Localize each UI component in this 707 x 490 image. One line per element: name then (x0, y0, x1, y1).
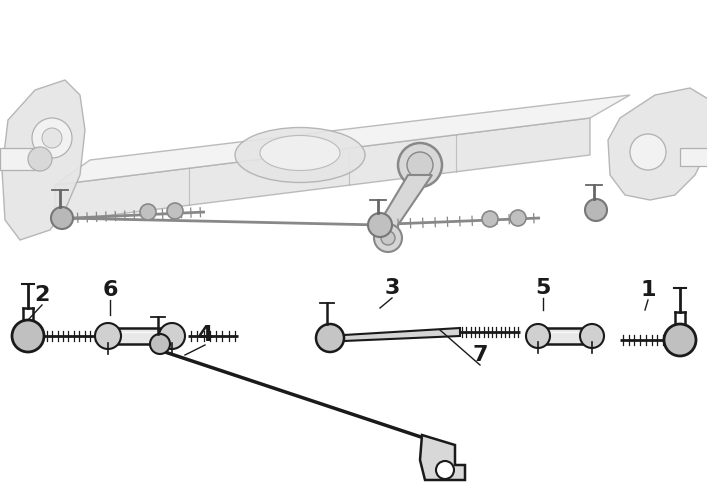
Polygon shape (55, 118, 590, 222)
Bar (535, 328, 595, 344)
Circle shape (407, 152, 433, 178)
Circle shape (95, 323, 121, 349)
Polygon shape (378, 175, 432, 240)
Bar (680, 148, 707, 166)
Circle shape (580, 324, 604, 348)
Circle shape (32, 118, 72, 158)
Text: 3: 3 (385, 278, 399, 298)
Circle shape (28, 147, 52, 171)
Bar (0, 148, 40, 170)
Text: 5: 5 (535, 278, 551, 298)
Circle shape (436, 461, 454, 479)
Circle shape (398, 143, 442, 187)
Circle shape (51, 207, 73, 229)
Circle shape (167, 203, 183, 219)
Circle shape (368, 213, 392, 237)
Circle shape (526, 324, 550, 348)
Circle shape (585, 199, 607, 221)
Ellipse shape (235, 127, 365, 182)
Polygon shape (55, 95, 630, 185)
Circle shape (510, 210, 526, 226)
Bar (105, 328, 175, 344)
Circle shape (140, 204, 156, 220)
Text: 6: 6 (103, 280, 118, 300)
Circle shape (12, 320, 44, 352)
Circle shape (150, 334, 170, 354)
Text: 4: 4 (197, 325, 213, 345)
Circle shape (630, 134, 666, 170)
Circle shape (381, 231, 395, 245)
Polygon shape (2, 80, 85, 240)
Polygon shape (344, 328, 460, 341)
Circle shape (482, 211, 498, 227)
Polygon shape (420, 435, 465, 480)
Circle shape (374, 224, 402, 252)
Polygon shape (608, 88, 707, 200)
Text: 7: 7 (472, 345, 488, 365)
Text: 1: 1 (641, 280, 656, 300)
Circle shape (664, 324, 696, 356)
Circle shape (42, 128, 62, 148)
Circle shape (316, 324, 344, 352)
Ellipse shape (260, 136, 340, 171)
Circle shape (159, 323, 185, 349)
Text: 2: 2 (35, 285, 49, 305)
